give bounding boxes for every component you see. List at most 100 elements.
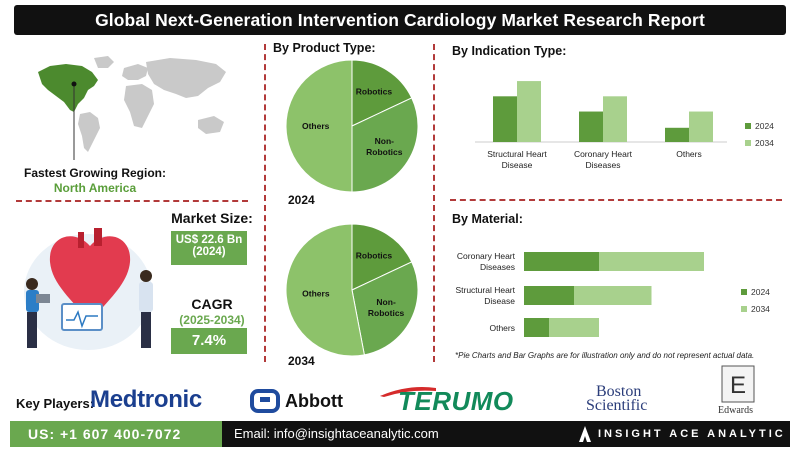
product-type-title: By Product Type:	[273, 41, 376, 55]
material-bar-2034-0	[599, 252, 704, 271]
medtronic-logo: Medtronic	[90, 386, 202, 413]
cagr-value: 7.4%	[191, 332, 227, 349]
indication-category-label-2: Others	[676, 149, 702, 159]
material-bar-2034-1	[574, 286, 652, 305]
indication-legend-2024: 2024	[755, 121, 774, 131]
indication-category-label-1: Coronary Heart Diseases	[574, 149, 633, 170]
footer-bar: Email: info@insightaceanalytic.com INSIG…	[222, 421, 790, 447]
abbott-logo: Abbott	[285, 391, 343, 411]
map-north-america	[38, 64, 98, 112]
indication-legend-2034: 2034	[755, 138, 774, 148]
person-left-laptop	[36, 294, 50, 303]
boston-line-1: Boston	[596, 383, 642, 400]
fastest-region-value: North America	[53, 181, 137, 195]
person-right-head	[140, 270, 152, 282]
material-bar-2024-2	[524, 318, 549, 337]
material-legend-swatch-2034	[741, 306, 747, 312]
map-oceania	[198, 116, 224, 134]
market-size-year: (2024)	[192, 246, 226, 258]
pie-year-2034: 2034	[288, 354, 315, 368]
indication-legend-swatch-2034	[745, 140, 751, 146]
indication-bar-2034-2	[689, 111, 713, 142]
pie-slice-robotics	[351, 59, 413, 127]
insightace-logo-icon	[579, 426, 591, 442]
cagr-years: (2025-2034)	[179, 313, 245, 327]
product-pie-2024: Robotics Non-Robotics Others	[285, 59, 419, 193]
world-map	[38, 56, 226, 160]
indication-bar-2024-2	[665, 127, 689, 142]
material-bar-2034-2	[549, 318, 599, 337]
boston-line-2: Scientific	[586, 397, 648, 414]
cagr-value-box: 7.4%	[171, 328, 247, 354]
pie-label-robotics: Robotics	[356, 250, 393, 260]
material-bar-chart: Coronary Heart Diseases Structural Heart Di…	[455, 251, 770, 337]
edwards-logo-icon: E	[721, 365, 755, 403]
person-left-body	[26, 290, 39, 312]
indication-category-label-0: Structural Heart Disease	[487, 149, 547, 170]
pie-slice-others	[285, 59, 353, 193]
pie-label-non-robotics: Non-Robotics	[368, 297, 405, 318]
material-bar-2024-1	[524, 286, 574, 305]
indication-bar-2034-1	[603, 96, 627, 142]
footer-brand: INSIGHT ACE ANALYTIC	[598, 428, 786, 440]
footer-phone[interactable]: US: +1 607 400-7072	[10, 421, 222, 447]
material-category-label-2: Others	[489, 323, 515, 333]
material-legend-2024: 2024	[751, 287, 770, 297]
indication-bar-chart: Structural Heart Disease Coronary Heart Dis…	[475, 81, 774, 170]
footnote: *Pie Charts and Bar Graphs are for illus…	[455, 351, 755, 360]
pie-slice-non-robotics	[351, 97, 419, 193]
material-legend-swatch-2024	[741, 289, 747, 295]
indication-bar-2024-0	[493, 96, 517, 142]
market-size-label: Market Size:	[171, 210, 253, 226]
map-south-america	[78, 112, 100, 152]
map-greenland	[94, 56, 114, 68]
pie-slice-others	[285, 223, 365, 357]
material-bar-2024-0	[524, 252, 599, 271]
heart-vessels	[78, 228, 102, 248]
fastest-region-label: Fastest Growing Region:	[23, 166, 166, 180]
person-right-body	[139, 282, 153, 312]
terumo-logo: TERUMO	[398, 386, 514, 416]
heart-icon	[49, 236, 131, 322]
cagr-label: CAGR	[191, 296, 233, 312]
divider-right-horizontal	[450, 199, 782, 201]
pulse-line	[66, 309, 98, 329]
person-right-legs	[141, 312, 151, 348]
material-legend-2034: 2034	[751, 304, 770, 314]
key-players-label: Key Players:	[16, 396, 95, 411]
pie-label-robotics: Robotics	[356, 86, 393, 96]
person-left-head	[26, 278, 38, 290]
svg-text:E: E	[730, 372, 746, 399]
divider-left-horizontal	[16, 200, 248, 202]
edwards-logo: Edwards	[718, 405, 753, 416]
pie-slice-non-robotics	[351, 261, 419, 356]
material-category-label-0: Coronary Heart Diseases	[457, 251, 516, 272]
pie-year-2024: 2024	[288, 193, 315, 207]
pie-label-non-robotics: Non-Robotics	[366, 136, 403, 157]
heart-illustration	[24, 228, 153, 350]
footer-email[interactable]: Email: info@insightaceanalytic.com	[234, 426, 439, 441]
pie-slice-robotics	[351, 223, 413, 291]
divider-right	[433, 44, 435, 362]
indication-bar-2024-1	[579, 111, 603, 142]
region-pointer-dot	[71, 81, 77, 87]
page-title: Global Next-Generation Intervention Card…	[14, 5, 786, 35]
indication-legend-swatch-2024	[745, 123, 751, 129]
market-size-value: US$ 22.6 Bn	[175, 234, 243, 246]
material-title: By Material:	[452, 212, 523, 226]
product-pie-2034: Robotics Non-Robotics Others	[285, 223, 419, 357]
pie-label-others: Others	[302, 288, 330, 298]
monitor-screen	[61, 303, 103, 331]
divider-left	[264, 44, 266, 362]
indication-bar-2034-0	[517, 81, 541, 142]
boston-scientific-logo: Boston Scientific	[586, 383, 648, 414]
material-category-label-1: Structural Heart Disease	[455, 285, 515, 306]
map-europe	[122, 64, 148, 80]
indication-type-title: By Indication Type:	[452, 44, 567, 58]
pie-label-others: Others	[302, 121, 330, 131]
market-size-box: US$ 22.6 Bn (2024)	[171, 231, 247, 265]
abbott-logo-icon	[250, 389, 280, 413]
person-left-legs	[27, 312, 37, 348]
terumo-logo-swoosh	[380, 387, 436, 397]
map-asia	[146, 58, 226, 98]
